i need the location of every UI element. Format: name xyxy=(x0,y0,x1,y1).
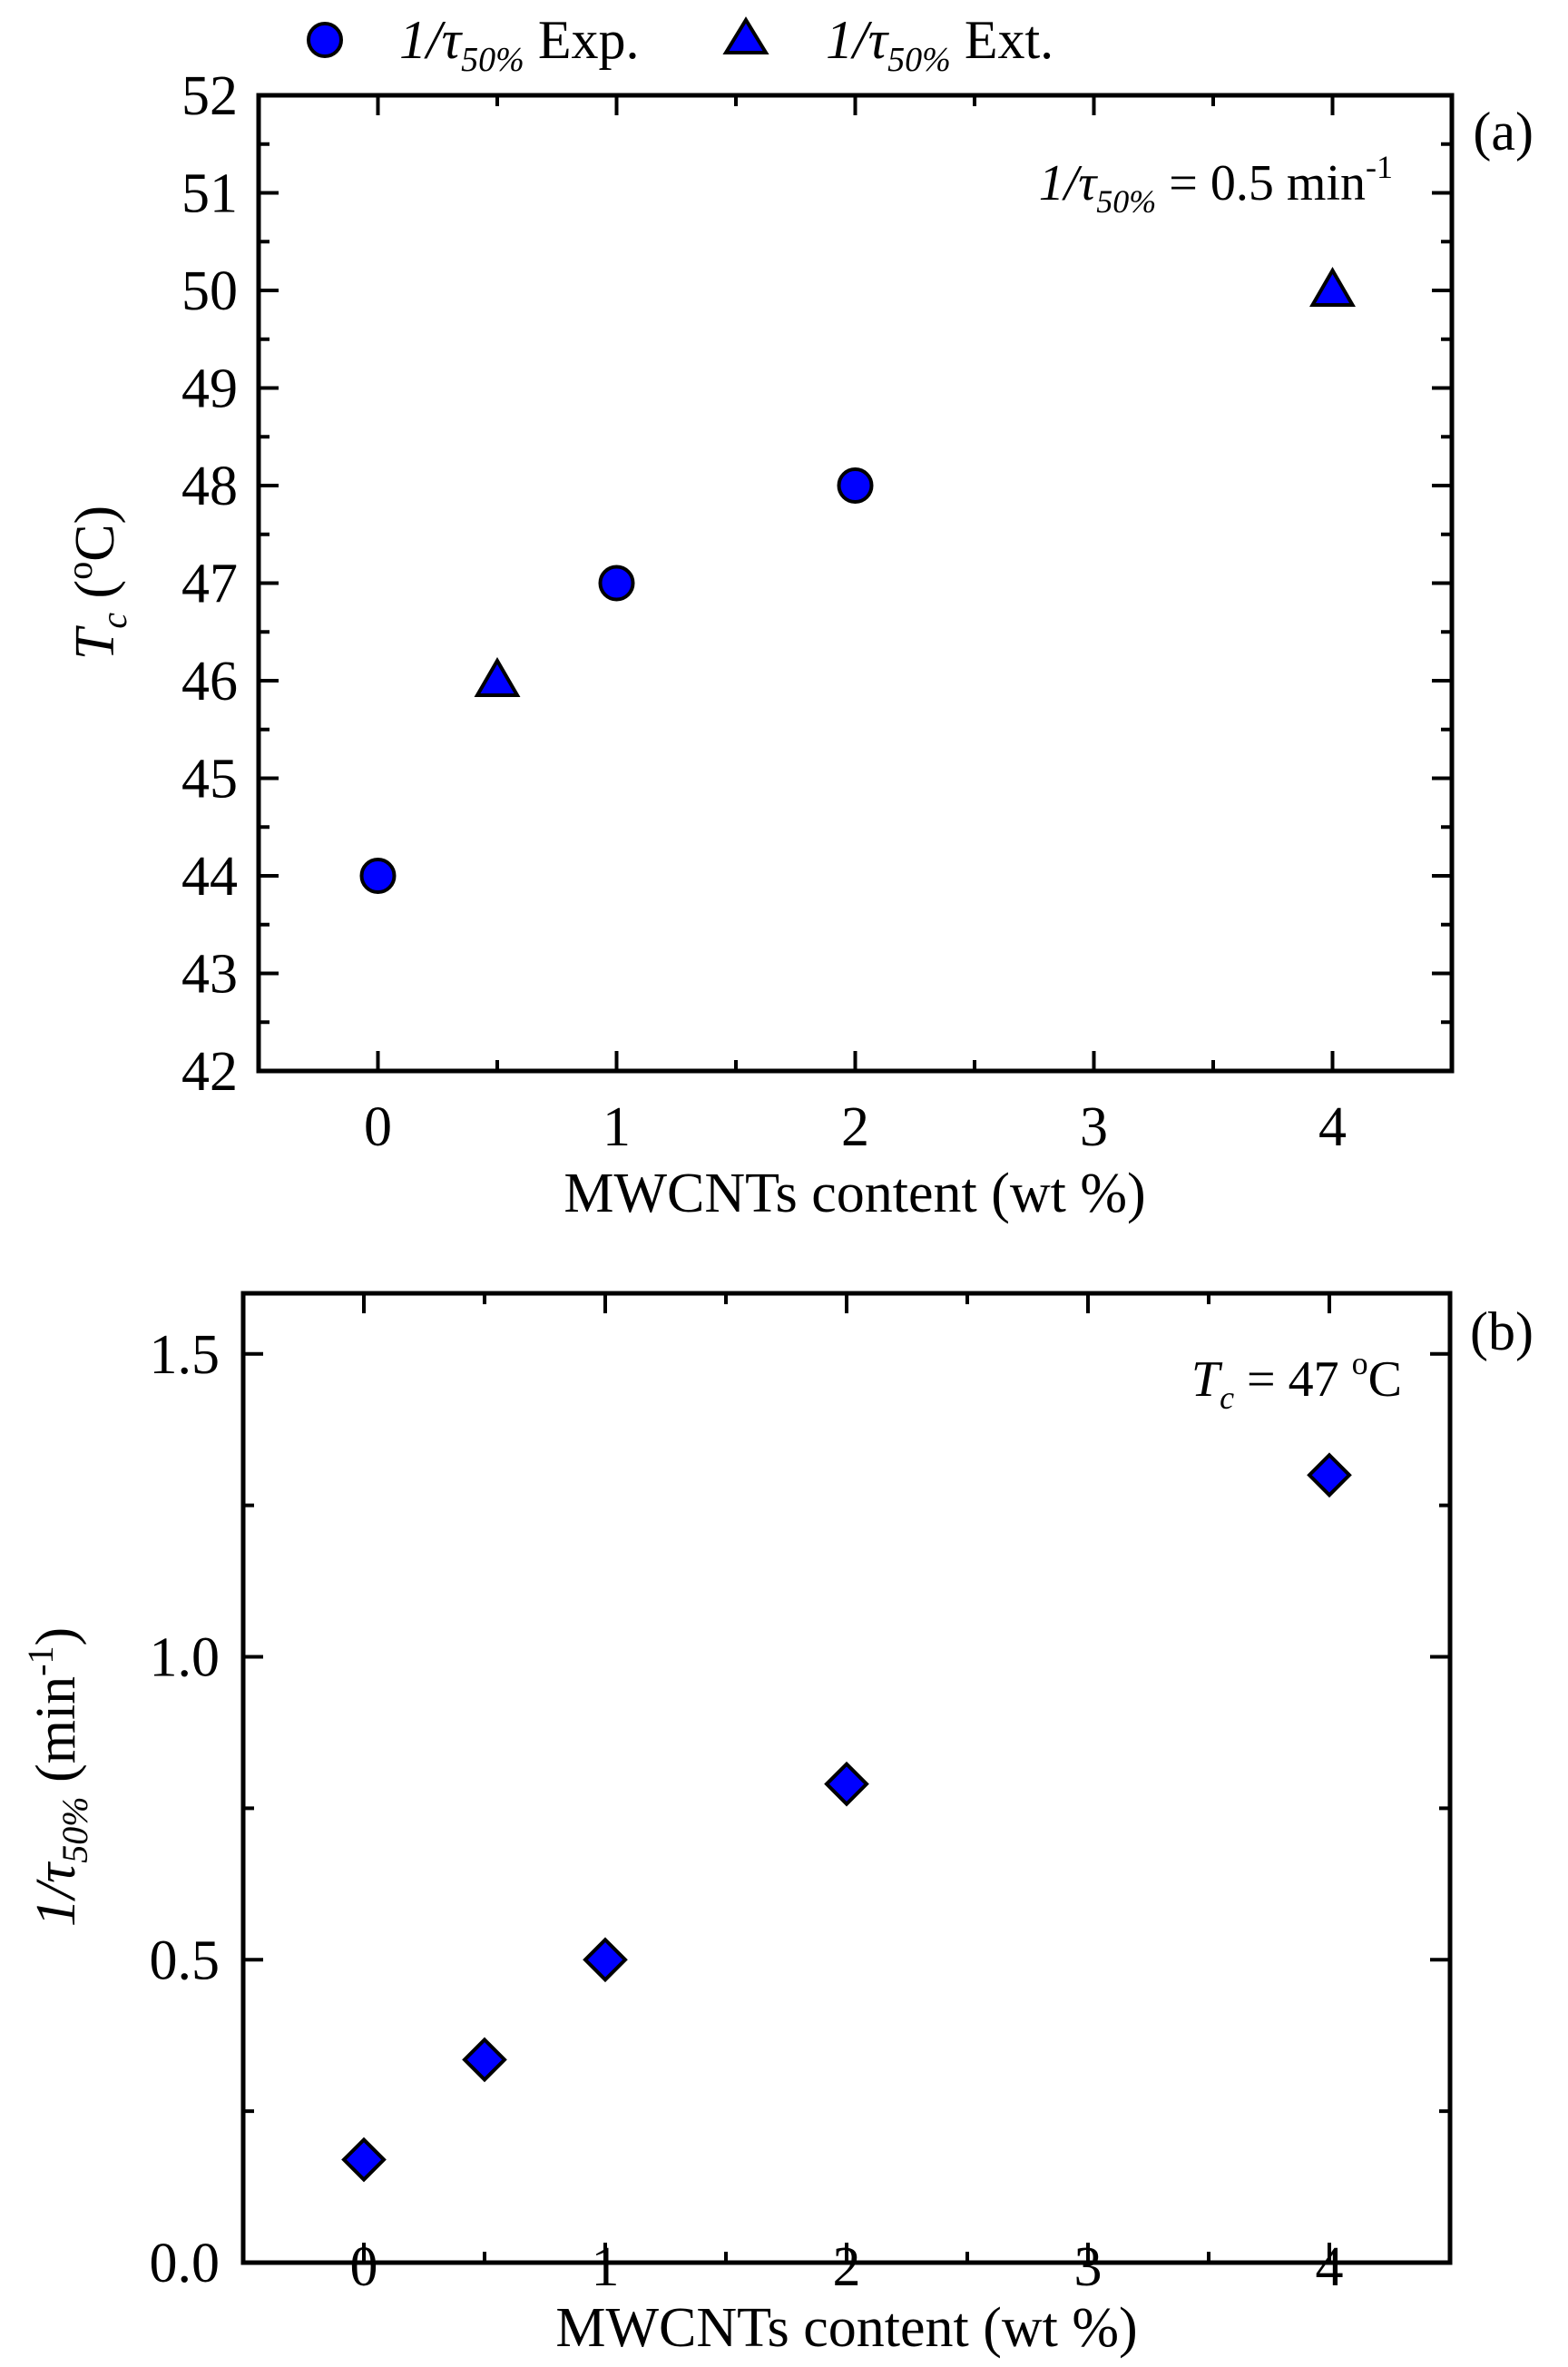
legend-exp-label: 1/τ50% Exp. xyxy=(399,10,639,79)
y-tick-label: 44 xyxy=(181,846,238,908)
legend-ext-prefix: 1/τ xyxy=(826,10,890,70)
data-point-diamond xyxy=(462,2037,507,2083)
x-tick-label: 0 xyxy=(364,1096,392,1158)
panel-a-y-title-main: T xyxy=(64,624,126,660)
legend-ext-suffix: Ext. xyxy=(951,10,1054,70)
y-tick-label: 47 xyxy=(181,554,238,615)
panel-a-y-title-sup: o xyxy=(59,562,100,580)
panel-a-y-axis: 42 43 44 45 46 47 48 49 50 51 52 xyxy=(181,65,1452,1103)
panel-a-annotation: 1/τ50% = 0.5 min-1 xyxy=(1039,149,1393,220)
data-point-diamond xyxy=(583,1937,628,1983)
panel-b-y-title-open: (min xyxy=(25,1676,87,1797)
legend-ext-sub: 50% xyxy=(887,41,951,79)
panel-b-annotation: Tc = 47 oC xyxy=(1191,1345,1402,1416)
panel-b-x-axis: 0 1 2 3 4 xyxy=(350,1293,1344,2298)
legend-exp-prefix: 1/τ xyxy=(399,10,464,70)
panel-a-annotation-sup: -1 xyxy=(1366,149,1393,185)
panel-b-annotation-sub: c xyxy=(1220,1380,1234,1416)
panel-a-y-title-open: ( xyxy=(64,580,126,613)
panel-b-x-axis-title: MWCNTs content (wt %) xyxy=(555,2297,1137,2359)
x-tick-label: 4 xyxy=(1316,2236,1344,2298)
panel-b-annotation-end: C xyxy=(1368,1351,1402,1408)
legend-exp-suffix: Exp. xyxy=(524,10,640,70)
data-point-triangle xyxy=(1309,267,1356,307)
y-tick-label: 49 xyxy=(181,358,238,420)
panel-a-letter: (a) xyxy=(1473,102,1534,162)
x-tick-label: 1 xyxy=(603,1096,631,1158)
y-tick-label: 45 xyxy=(181,749,238,810)
x-tick-label: 1 xyxy=(592,2236,620,2298)
panel-a-annotation-sub: 50% xyxy=(1096,183,1156,220)
legend-circle-marker-icon xyxy=(307,22,343,58)
panel-a-x-axis-title: MWCNTs content (wt %) xyxy=(564,1163,1145,1224)
data-point-circle xyxy=(359,858,397,894)
data-point-circle xyxy=(598,565,635,602)
y-tick-label: 0.0 xyxy=(150,2233,220,2294)
y-tick-label: 50 xyxy=(181,260,238,322)
x-tick-label: 4 xyxy=(1318,1096,1347,1158)
y-tick-label: 1.5 xyxy=(150,1324,220,1386)
legend: 1/τ50% Exp. 1/τ50% Ext. xyxy=(307,10,1054,79)
y-tick-label: 46 xyxy=(181,651,238,712)
panel-b-points xyxy=(341,1452,1352,2183)
panel-a-y-axis-title: Tc (oC) xyxy=(59,506,134,660)
data-point-diamond xyxy=(1307,1452,1352,1498)
panel-b-letter: (b) xyxy=(1470,1301,1534,1361)
panel-b-y-title-sup: -1 xyxy=(20,1645,61,1675)
panel-a-y-title-close: C) xyxy=(64,506,126,562)
y-tick-label: 51 xyxy=(181,163,238,225)
y-tick-label: 0.5 xyxy=(150,1930,220,1991)
panel-b-y-axis: 0.0 0.5 1.0 1.5 xyxy=(150,1324,1450,2294)
panel-b-y-title-prefix: 1/τ xyxy=(25,1861,87,1927)
legend-ext-label: 1/τ50% Ext. xyxy=(826,10,1054,79)
y-tick-label: 48 xyxy=(181,456,238,517)
y-tick-label: 43 xyxy=(181,944,238,1006)
legend-triangle-marker-icon xyxy=(722,16,769,54)
y-tick-label: 42 xyxy=(181,1041,238,1103)
panel-a-x-axis: 0 1 2 3 4 xyxy=(364,95,1347,1158)
legend-exp-sub: 50% xyxy=(461,41,524,79)
panel-b: (b) Tc = 47 oC 0 1 2 3 4 0.0 0.5 1.0 1.5 MWCNTs… xyxy=(20,1291,1534,2359)
panel-b-annotation-mid: = 47 xyxy=(1234,1351,1352,1408)
panel-a-points xyxy=(359,267,1356,894)
panel-b-y-axis-title: 1/τ50% (min-1) xyxy=(20,1627,95,1927)
panel-b-annotation-sup: o xyxy=(1352,1345,1368,1381)
y-tick-label: 1.0 xyxy=(150,1627,220,1689)
x-tick-label: 2 xyxy=(833,2236,861,2298)
y-tick-label: 52 xyxy=(181,65,238,127)
panel-b-annotation-main: T xyxy=(1191,1351,1223,1408)
panel-b-y-title-close: ) xyxy=(25,1627,87,1646)
x-tick-label: 3 xyxy=(1080,1096,1108,1158)
data-point-circle xyxy=(837,467,874,504)
panel-a-annotation-prefix: 1/τ xyxy=(1039,155,1099,211)
x-tick-label: 2 xyxy=(841,1096,869,1158)
panel-a-frame xyxy=(256,93,1455,1074)
panel-a-annotation-mid: = 0.5 min xyxy=(1156,155,1366,211)
panel-b-y-title-sub: 50% xyxy=(54,1796,95,1862)
data-point-triangle xyxy=(474,657,521,697)
panel-a-y-title-sub: c xyxy=(93,613,134,629)
x-tick-label: 0 xyxy=(350,2236,378,2298)
data-point-diamond xyxy=(341,2136,387,2183)
data-point-diamond xyxy=(824,1761,869,1807)
x-tick-label: 3 xyxy=(1074,2236,1102,2298)
